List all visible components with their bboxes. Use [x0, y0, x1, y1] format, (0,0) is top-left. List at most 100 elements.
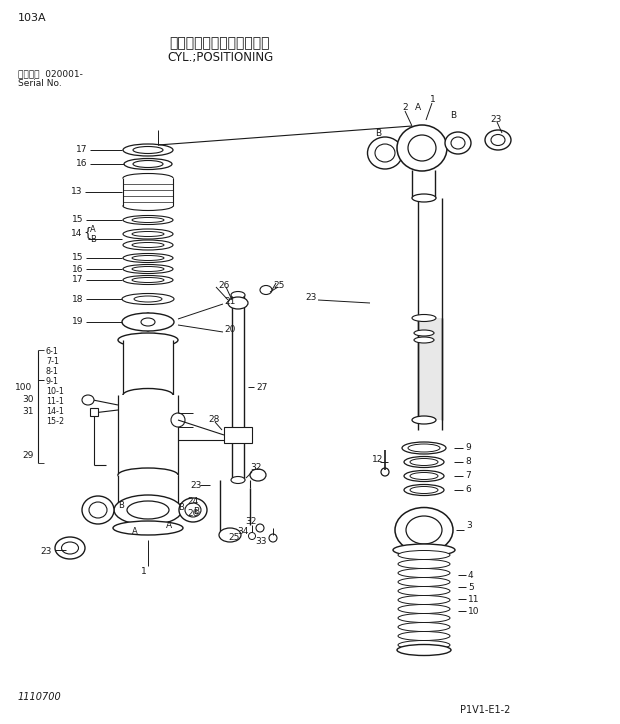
- Text: Serial No.: Serial No.: [18, 80, 62, 88]
- Ellipse shape: [398, 568, 450, 578]
- Text: 23: 23: [40, 547, 51, 557]
- Circle shape: [164, 341, 168, 345]
- Ellipse shape: [141, 318, 155, 326]
- Text: シリンダ；ポジショニング: シリンダ；ポジショニング: [170, 36, 270, 50]
- Text: 10-1: 10-1: [46, 387, 64, 397]
- Ellipse shape: [132, 277, 164, 282]
- Bar: [418, 318, 442, 420]
- Ellipse shape: [414, 337, 434, 343]
- Text: 29: 29: [22, 450, 33, 460]
- Ellipse shape: [260, 285, 272, 295]
- Text: B: B: [375, 128, 381, 138]
- Text: 8-1: 8-1: [46, 368, 59, 376]
- Ellipse shape: [123, 240, 173, 250]
- Ellipse shape: [398, 560, 450, 568]
- Ellipse shape: [123, 253, 173, 263]
- Ellipse shape: [398, 613, 450, 623]
- Bar: [118, 475, 178, 510]
- Ellipse shape: [404, 471, 444, 481]
- Ellipse shape: [491, 135, 505, 146]
- Circle shape: [269, 534, 277, 542]
- Ellipse shape: [398, 631, 450, 641]
- Ellipse shape: [404, 484, 444, 495]
- Ellipse shape: [134, 296, 162, 302]
- Circle shape: [133, 325, 138, 329]
- Ellipse shape: [398, 641, 450, 649]
- Circle shape: [146, 313, 150, 317]
- Ellipse shape: [118, 468, 178, 482]
- Ellipse shape: [402, 442, 446, 454]
- Circle shape: [140, 333, 143, 337]
- Ellipse shape: [410, 458, 438, 466]
- Bar: [123, 340, 173, 395]
- Circle shape: [128, 335, 132, 339]
- Ellipse shape: [124, 159, 172, 169]
- Ellipse shape: [485, 130, 511, 150]
- Circle shape: [128, 320, 132, 324]
- Text: 28: 28: [208, 416, 219, 424]
- Text: 32: 32: [245, 518, 257, 526]
- Ellipse shape: [132, 217, 164, 222]
- Text: 26: 26: [218, 280, 229, 290]
- Ellipse shape: [250, 469, 266, 481]
- Ellipse shape: [219, 528, 241, 542]
- Ellipse shape: [123, 389, 173, 402]
- Ellipse shape: [113, 521, 183, 535]
- Ellipse shape: [398, 596, 450, 605]
- Text: 16: 16: [76, 159, 87, 169]
- Text: 31: 31: [22, 408, 33, 416]
- Text: 5: 5: [468, 583, 474, 592]
- Text: 23: 23: [190, 481, 202, 489]
- Ellipse shape: [114, 495, 182, 525]
- Ellipse shape: [398, 578, 450, 586]
- Ellipse shape: [82, 496, 114, 524]
- Ellipse shape: [445, 132, 471, 154]
- Ellipse shape: [132, 232, 164, 237]
- Ellipse shape: [398, 586, 450, 596]
- Circle shape: [249, 532, 255, 539]
- Ellipse shape: [179, 498, 207, 522]
- Ellipse shape: [118, 333, 178, 347]
- Ellipse shape: [171, 413, 185, 427]
- Ellipse shape: [122, 293, 174, 305]
- Ellipse shape: [133, 146, 163, 153]
- Circle shape: [159, 315, 163, 319]
- Ellipse shape: [398, 623, 450, 631]
- Text: B: B: [118, 502, 124, 510]
- Ellipse shape: [132, 243, 164, 248]
- Text: A: A: [132, 528, 138, 536]
- Text: 21: 21: [224, 298, 236, 306]
- Ellipse shape: [398, 550, 450, 560]
- Ellipse shape: [55, 537, 85, 559]
- Ellipse shape: [82, 395, 94, 405]
- Text: 18: 18: [71, 295, 83, 303]
- Text: 7-1: 7-1: [46, 358, 59, 366]
- Circle shape: [164, 335, 168, 339]
- Bar: [90, 408, 98, 416]
- Text: B: B: [193, 508, 199, 516]
- Text: 20: 20: [224, 326, 236, 334]
- Text: 12: 12: [372, 455, 383, 465]
- Ellipse shape: [89, 502, 107, 518]
- Text: 8: 8: [465, 458, 471, 466]
- Text: 1: 1: [430, 96, 436, 104]
- Bar: [123, 178, 173, 206]
- Ellipse shape: [123, 201, 173, 211]
- Text: 14: 14: [71, 229, 82, 237]
- Text: 25: 25: [273, 280, 285, 290]
- Ellipse shape: [231, 476, 245, 484]
- Ellipse shape: [412, 416, 436, 424]
- Ellipse shape: [123, 216, 173, 224]
- Text: CYL.;POSITIONING: CYL.;POSITIONING: [167, 51, 273, 64]
- Text: B: B: [90, 235, 96, 243]
- Text: 15-2: 15-2: [46, 418, 64, 426]
- Circle shape: [159, 325, 163, 329]
- Ellipse shape: [61, 542, 79, 554]
- Text: 13: 13: [71, 188, 82, 196]
- Text: 14-1: 14-1: [46, 408, 64, 416]
- Ellipse shape: [408, 135, 436, 161]
- Ellipse shape: [123, 144, 173, 156]
- Ellipse shape: [393, 544, 455, 556]
- Text: 3: 3: [466, 521, 472, 529]
- Ellipse shape: [414, 330, 434, 336]
